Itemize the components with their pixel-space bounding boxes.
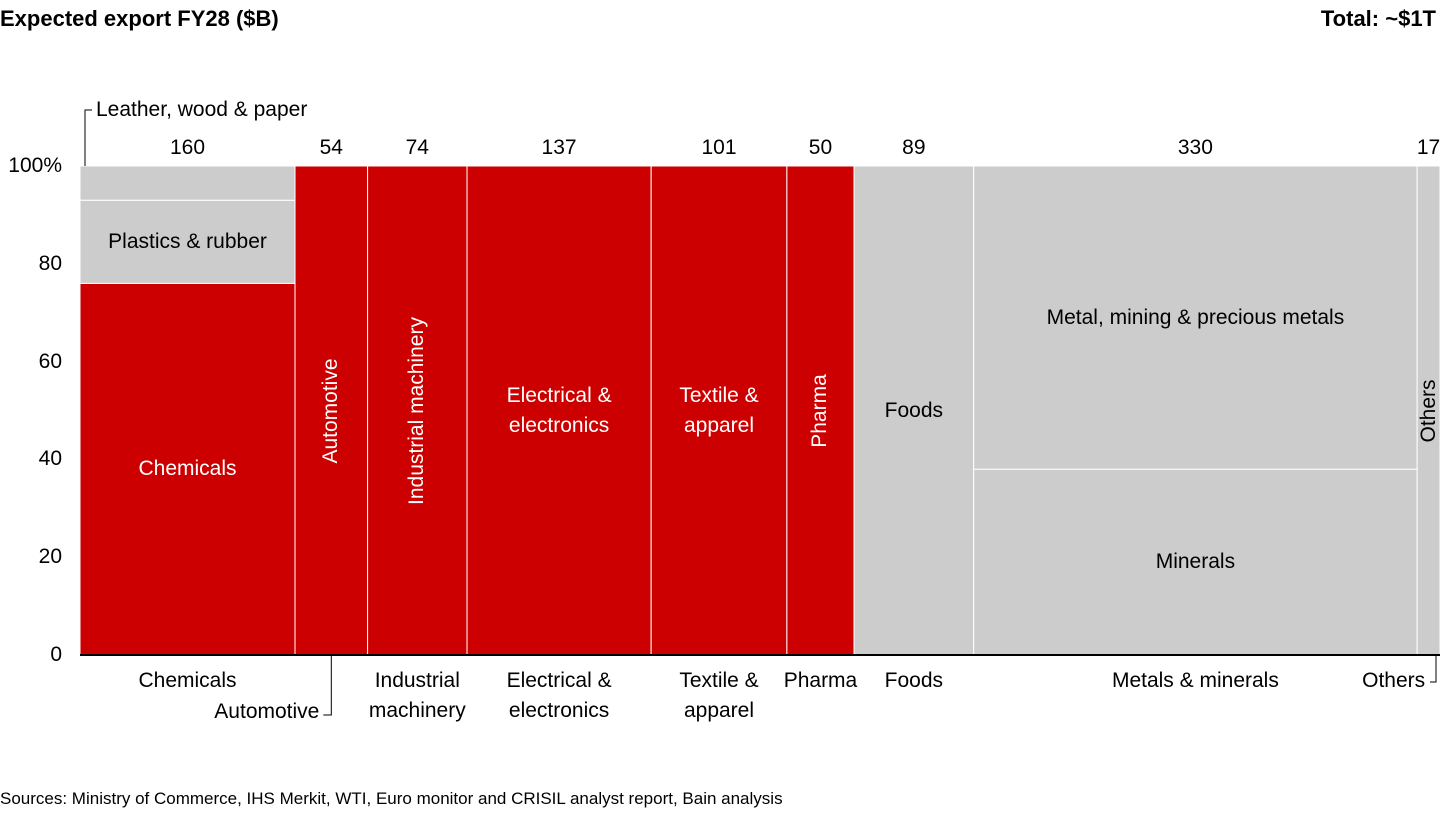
y-tick-label: 60 [38,349,62,373]
segment-label: Pharma [808,373,832,448]
leader-line [1430,655,1437,683]
column-value: 330 [1177,136,1213,159]
column-value: 89 [902,136,926,159]
segment-label: Electrical & electronics [506,383,612,437]
column-value: 101 [701,136,737,159]
segment-label: Metal, mining & precious metals [1046,305,1345,329]
segment-label: Others [1416,378,1440,443]
segment-label: Plastics & rubber [108,229,267,253]
category-label: Industrial machinery [368,669,466,722]
category-label: Metals & minerals [1111,669,1279,692]
column-value: 17 [1416,136,1440,159]
segment-label: Industrial machinery [405,316,429,505]
segment [973,165,1418,470]
segment-label: Textile & apparel [679,383,759,437]
category-label: Automotive [214,700,320,723]
segment [853,165,975,656]
column-value: 137 [541,136,577,159]
category-label: Textile & apparel [679,669,759,722]
y-tick-label: 0 [50,643,62,666]
segment-label: Minerals [1155,550,1236,574]
category-label: Others [1362,669,1426,692]
segment-label: Leather, wood & paper [96,98,308,121]
segment [466,165,652,656]
column-value: 74 [405,136,429,159]
column-value: 54 [319,136,343,159]
segment [79,282,296,656]
y-tick-label: 80 [38,251,62,275]
segment [786,165,855,656]
y-tick-label: 20 [38,545,62,569]
total-label: Total: ~$1T [1320,6,1436,31]
segment-label: Chemicals [138,457,237,481]
category-label: Chemicals [138,669,237,692]
chart-title: Expected export FY28 ($B) [0,6,279,31]
leader-line [84,109,92,166]
segment-label: Automotive [319,357,343,464]
y-tick-label: 40 [38,447,62,471]
segment [79,199,296,284]
column-value: 50 [808,136,833,159]
segment [79,165,296,201]
y-tick-label: 100% [8,154,62,177]
category-label: Foods [884,669,944,692]
column-value: 160 [169,136,206,159]
segment-label: Foods [884,398,944,422]
leader-line [323,655,332,716]
source-note: Sources: Ministry of Commerce, IHS Merki… [0,789,783,808]
segment [650,165,788,656]
category-label: Pharma [783,669,858,692]
category-label: Electrical & electronics [506,669,612,722]
